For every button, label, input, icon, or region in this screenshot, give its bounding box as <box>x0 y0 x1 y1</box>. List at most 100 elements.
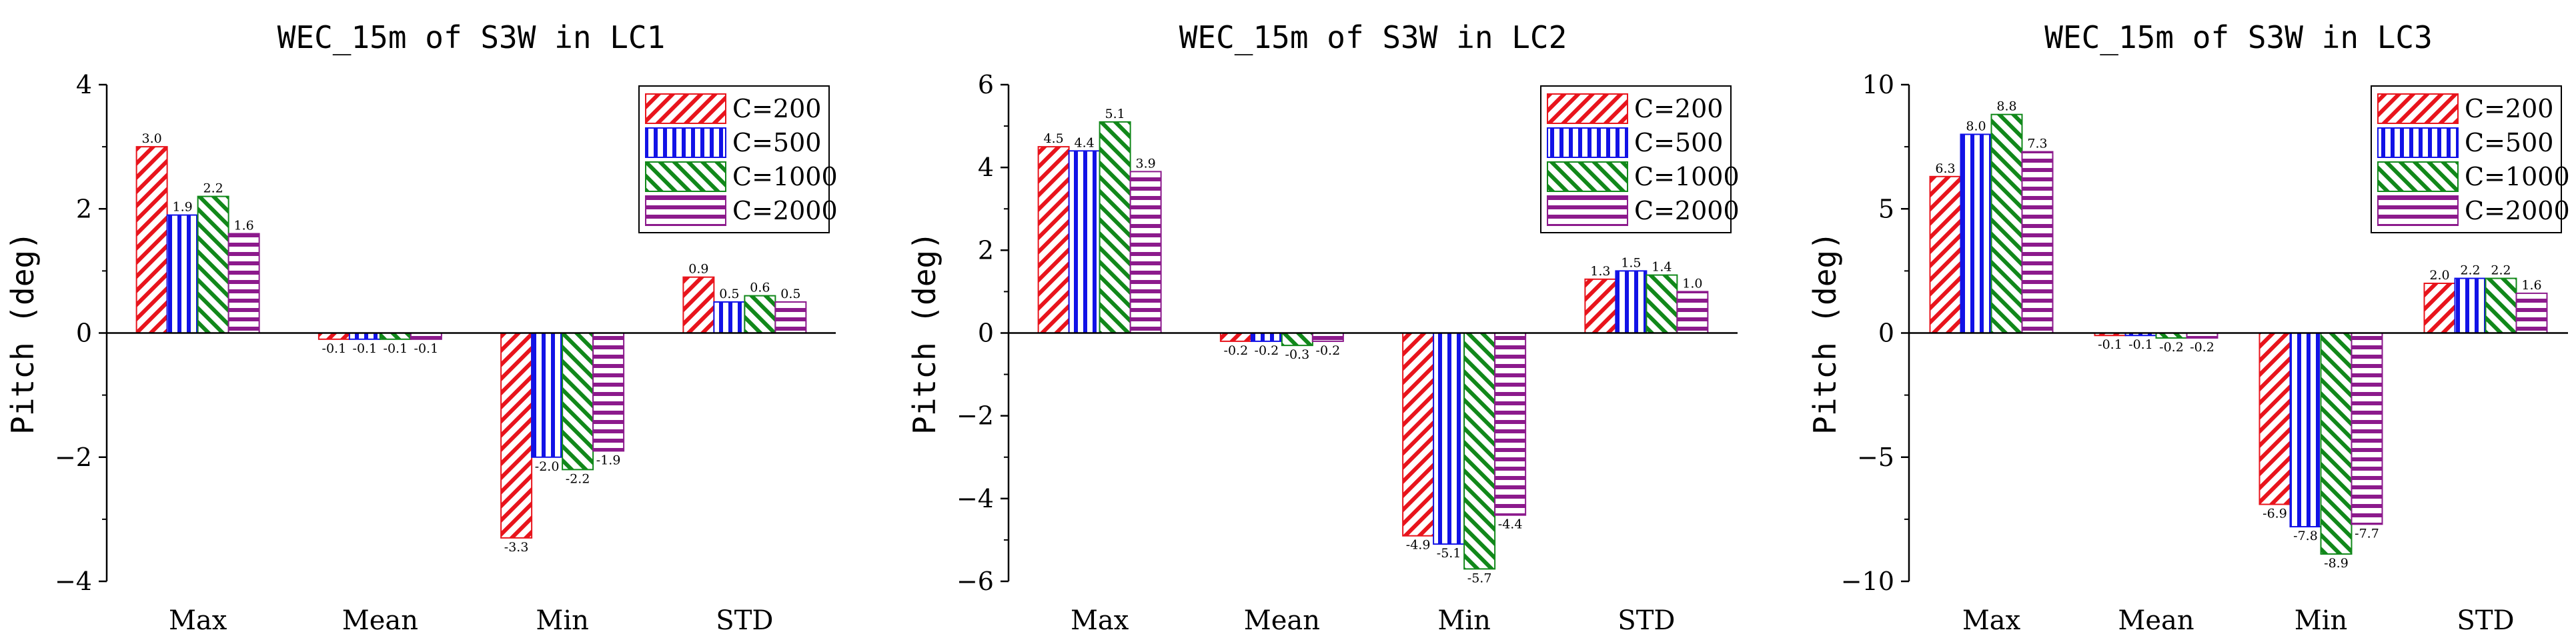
data-label: 7.3 <box>2027 137 2047 151</box>
data-label: 0.5 <box>780 287 800 301</box>
x-tick-label: Mean <box>1244 605 1320 636</box>
bar-c2000-min <box>1494 332 1527 516</box>
legend-label: C=1000 <box>1634 162 1740 191</box>
bar-c1000-mean <box>1281 332 1313 347</box>
data-label: -0.1 <box>322 341 347 356</box>
chart-title: WEC_15m of S3W in LC2 <box>1179 19 1567 55</box>
bar-c500-mean <box>348 332 381 340</box>
bar-c2000-mean <box>1311 332 1344 342</box>
bar-c1000-max <box>1099 121 1131 334</box>
bar-c500-min <box>2289 332 2322 528</box>
y-axis-label: Pitch (deg) <box>5 231 41 435</box>
x-tick-label: Mean <box>342 605 418 636</box>
bar-c1000-min <box>1463 332 1496 570</box>
bar-c2000-std <box>2515 292 2548 334</box>
legend-swatch <box>2377 161 2459 192</box>
x-tick-label: STD <box>2457 605 2514 636</box>
bar-c500-min <box>1433 332 1465 545</box>
chart-title: WEC_15m of S3W in LC1 <box>277 19 666 55</box>
legend-swatch <box>2377 93 2459 124</box>
bar-c1000-std <box>2485 277 2517 334</box>
legend-label: C=200 <box>732 94 821 123</box>
y-tick-label: −10 <box>1841 567 1894 596</box>
legend-label: C=2000 <box>2465 196 2570 225</box>
bar-c200-max <box>1929 175 1962 334</box>
bar-c2000-min <box>2351 332 2383 525</box>
data-label: -6.9 <box>2263 507 2287 521</box>
chart-panel-2: WEC_15m of S3W in LC2 Pitch (deg) −6 −4 −2 0 2… <box>906 19 1740 636</box>
y-axis-label: Pitch (deg) <box>906 231 942 435</box>
bar-c500-std <box>713 301 746 334</box>
data-label: 1.3 <box>1590 264 1610 279</box>
x-tick-label: Mean <box>2118 605 2194 636</box>
x-tick-label: Max <box>1962 605 2021 636</box>
legend-label: C=1000 <box>732 162 838 191</box>
bar-c500-min <box>531 332 564 458</box>
bar-c2000-max <box>1129 171 1162 334</box>
legend-swatch <box>645 195 726 226</box>
data-label: 1.4 <box>1652 260 1672 275</box>
data-label: 8.0 <box>1966 119 1986 134</box>
legend-label: C=500 <box>1634 128 1723 157</box>
y-tick-label: 5 <box>1878 194 1894 223</box>
bar-c500-mean <box>1250 332 1283 342</box>
data-label: 1.9 <box>173 200 193 215</box>
legend: C=200 C=500 C=1000 C=2000 <box>638 85 838 233</box>
data-label: -0.3 <box>1285 347 1310 362</box>
data-label: 0.9 <box>688 262 708 277</box>
bar-c1000-std <box>1646 274 1678 334</box>
y-tick-label: 10 <box>1862 70 1894 99</box>
data-label: -4.4 <box>1498 517 1523 532</box>
data-label: 4.5 <box>1044 131 1064 146</box>
data-label: 0.5 <box>719 287 739 301</box>
legend-label: C=500 <box>2465 128 2553 157</box>
bar-c2000-max <box>2021 151 2054 334</box>
y-tick-label: 2 <box>76 194 92 223</box>
bar-c500-max <box>1068 150 1101 334</box>
data-label: 2.0 <box>2429 268 2449 283</box>
legend-label: C=500 <box>732 128 821 157</box>
bar-c200-mean <box>317 332 350 340</box>
chart-panel-3: WEC_15m of S3W in LC3 Pitch (deg) −10 −5 0 5 1… <box>1807 19 2570 636</box>
data-label: -0.1 <box>414 341 439 356</box>
y-tick-label: 0 <box>1878 319 1894 348</box>
data-label: 1.0 <box>1682 276 1702 291</box>
x-tick-label: Max <box>169 605 227 636</box>
data-label: -0.2 <box>1224 343 1249 358</box>
y-tick-label: 6 <box>978 70 994 99</box>
data-label: 2.2 <box>2491 263 2511 278</box>
y-tick-label: −2 <box>55 443 92 472</box>
bar-c2000-min <box>592 332 625 452</box>
data-label: -0.1 <box>353 341 378 356</box>
data-label: 1.6 <box>234 219 254 233</box>
data-label: 3.9 <box>1136 156 1156 171</box>
bar-c2000-max <box>227 233 260 334</box>
bar-c200-max <box>1037 146 1070 334</box>
x-tick-label: Max <box>1071 605 1129 636</box>
y-tick-label: −4 <box>956 484 994 513</box>
data-label: 1.5 <box>1621 255 1641 270</box>
bar-c200-max <box>135 146 168 334</box>
legend-label: C=200 <box>1634 94 1723 123</box>
legend-swatch <box>1547 195 1628 226</box>
y-tick-label: −5 <box>1857 443 1894 472</box>
y-tick-label: 0 <box>978 319 994 348</box>
bar-c200-min <box>2259 332 2291 505</box>
data-label: -4.9 <box>1406 538 1431 553</box>
data-label: -0.1 <box>2098 337 2122 352</box>
y-tick-label: 4 <box>978 153 994 182</box>
y-tick-label: −4 <box>55 567 92 596</box>
data-label: -2.2 <box>566 471 590 486</box>
bar-c200-std <box>2423 283 2456 334</box>
bar-c1000-max <box>1990 113 2023 334</box>
legend-swatch <box>645 161 726 192</box>
data-label: -0.1 <box>2128 337 2153 352</box>
bar-c200-std <box>1584 278 1617 334</box>
data-label: -0.2 <box>2190 340 2214 355</box>
x-tick-label: Min <box>1437 605 1491 636</box>
data-label: -0.2 <box>1316 343 1341 358</box>
bar-c500-max <box>166 214 199 334</box>
legend-label: C=2000 <box>732 196 838 225</box>
data-label: 5.1 <box>1105 107 1125 121</box>
